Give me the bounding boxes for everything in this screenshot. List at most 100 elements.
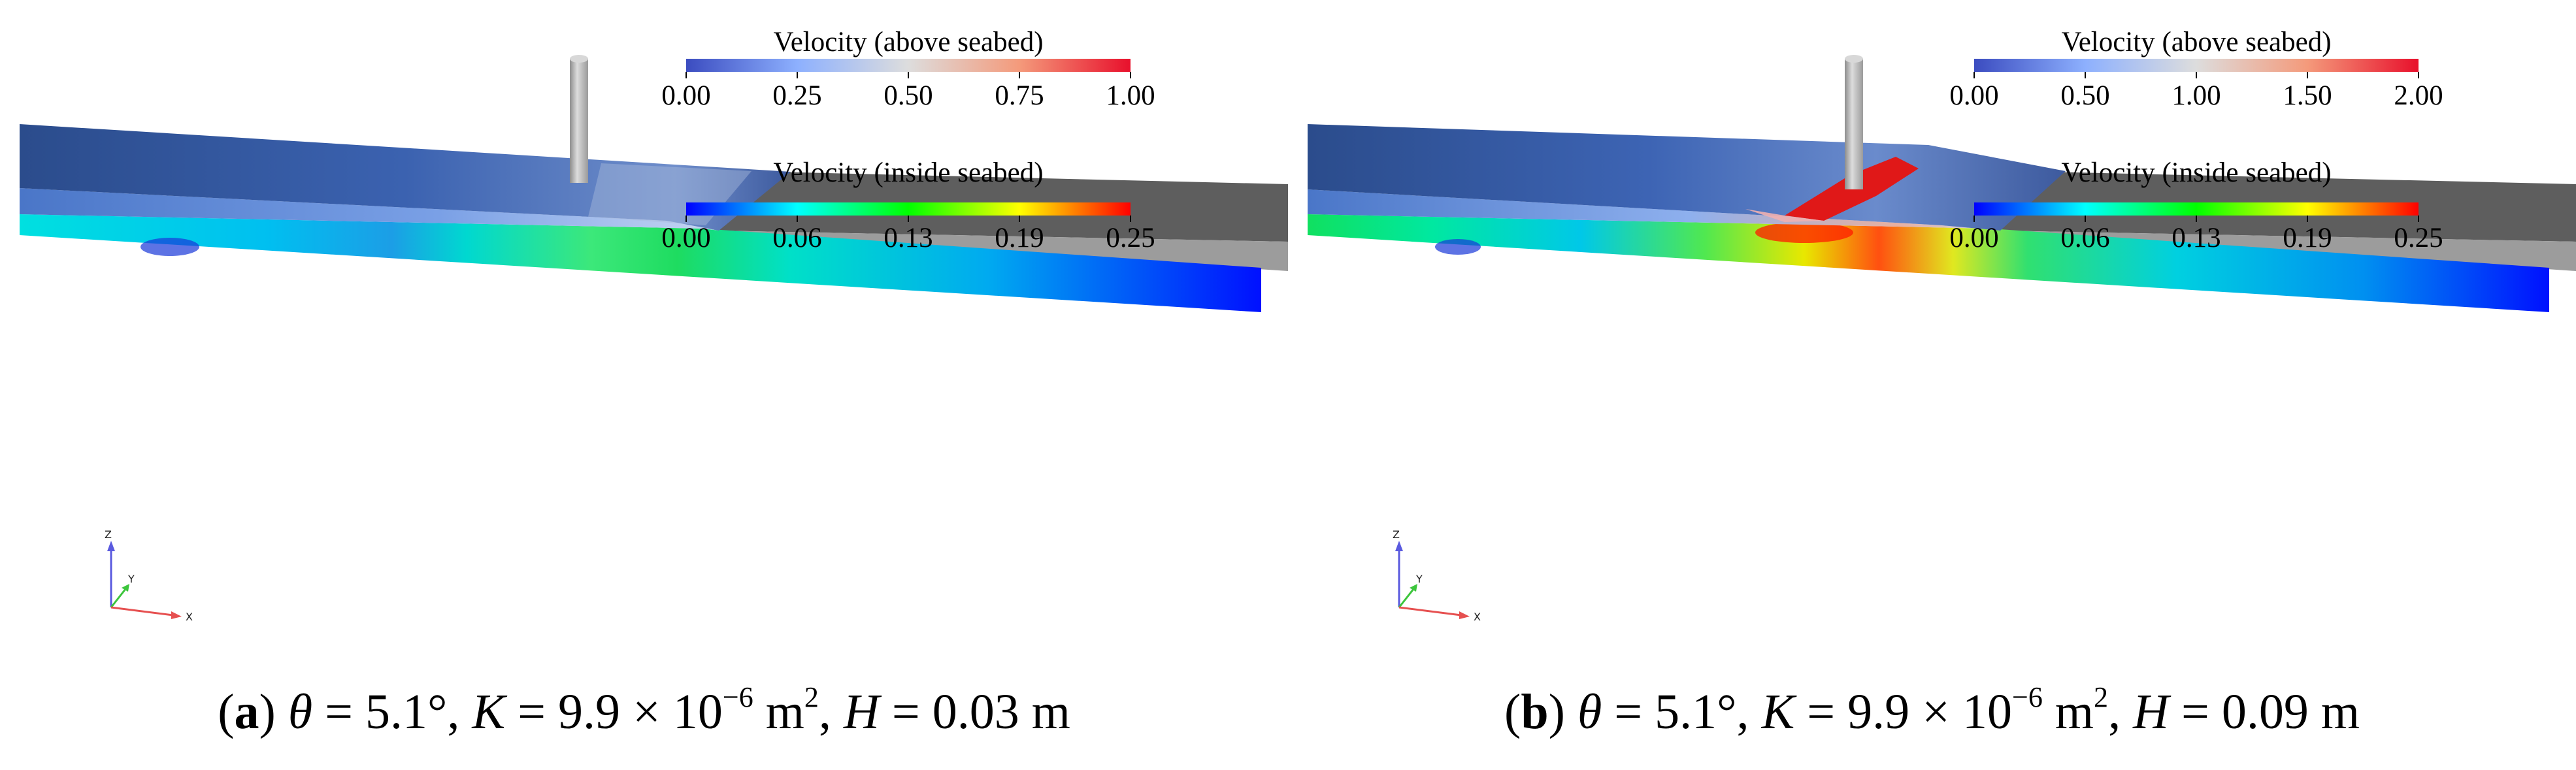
water-top-surface <box>1308 124 2066 231</box>
legend-velocity-above: Velocity (above seabed) 0.00 0.50 1.00 1… <box>1948 26 2445 111</box>
axis-x-label: X <box>1474 611 1481 623</box>
tick-label: 0.06 <box>2060 223 2110 253</box>
legend-title-above: Velocity (above seabed) <box>773 27 1044 57</box>
seabed-high-velocity-zone <box>1755 222 1853 243</box>
axis-x-arrow <box>171 611 182 619</box>
colorbar-tick <box>908 216 909 222</box>
tick-label: 2.00 <box>2394 80 2443 111</box>
tick-label: 1.00 <box>2171 80 2221 111</box>
tick-label: 0.25 <box>2394 223 2443 253</box>
caption-h: H <box>843 684 880 739</box>
caption-k-value: = 9.9 × 10 <box>505 684 723 739</box>
pile-top <box>570 55 588 63</box>
pile <box>1845 59 1863 189</box>
caption-k: K <box>472 684 506 739</box>
caption-sep: , <box>818 684 844 739</box>
colorbar-tick <box>1973 216 1975 222</box>
colorbar-tick <box>797 216 798 222</box>
axis-z-label: Z <box>105 528 112 541</box>
panel-a: Velocity (above seabed) 0.00 0.25 0.50 0… <box>20 26 1288 739</box>
colorbar-tick <box>2085 216 2086 222</box>
tick-label: 1.50 <box>2283 80 2332 111</box>
legend-velocity-inside: Velocity (inside seabed) 0.00 0.06 0.13 … <box>1948 157 2445 253</box>
tick-label: 0.00 <box>661 223 711 253</box>
legend-velocity-inside: Velocity (inside seabed) 0.00 0.06 0.13 … <box>660 157 1157 253</box>
tick-label: 0.19 <box>995 223 1044 253</box>
axis-z-arrow <box>107 541 115 551</box>
wave-crest-shade <box>1745 209 1824 222</box>
simulation-view-a <box>20 55 1288 312</box>
colorbar-above <box>1974 59 2419 72</box>
colorbar-tick <box>685 72 687 78</box>
colorbar-tick <box>1019 72 1020 78</box>
pile <box>570 59 588 183</box>
tick-label: 0.00 <box>1949 223 1999 253</box>
seabed-cross-section <box>1308 214 2549 312</box>
tick-label: 1.00 <box>1106 80 1155 111</box>
caption-theta: θ <box>288 684 313 739</box>
caption-k-exp: −6 <box>2012 681 2043 713</box>
panel-b: Velocity (above seabed) 0.00 0.50 1.00 1… <box>1288 0 2576 770</box>
colorbar-tick <box>1130 216 1131 222</box>
tick-label: 0.13 <box>2171 223 2221 253</box>
caption-a: (a) θ = 5.1°, K = 9.9 × 10−6 m2, H = 0.0… <box>218 681 1070 739</box>
axis-x-arrow <box>1459 611 1470 619</box>
legend-title-above: Velocity (above seabed) <box>2061 27 2332 57</box>
caption-tag: b <box>1521 684 1549 739</box>
orientation-axes: Z Y X <box>105 528 193 623</box>
caption-tag: a <box>234 684 259 739</box>
seabed-low-velocity-spot <box>140 238 199 256</box>
axis-z-label: Z <box>1393 528 1400 541</box>
colorbar-inside <box>686 202 1131 216</box>
caption-k-unit-exp: 2 <box>804 681 819 713</box>
caption-theta-value: = 5.1°, <box>1602 684 1762 739</box>
caption-h: H <box>2133 684 2169 739</box>
caption-k-unit: m <box>753 684 804 739</box>
colorbar-tick <box>908 72 909 78</box>
colorbar-tick <box>2418 72 2419 78</box>
water-top-surface <box>20 124 791 231</box>
axis-y-arrow <box>122 584 129 592</box>
tick-label: 0.13 <box>883 223 933 253</box>
caption-k-value: = 9.9 × 10 <box>1794 684 2012 739</box>
axis-y-arrow <box>1410 584 1417 592</box>
tick-label: 0.00 <box>1949 80 1999 111</box>
colorbar-tick <box>2307 72 2308 78</box>
axis-z-arrow <box>1395 541 1403 551</box>
caption-b: (b) θ = 5.1°, K = 9.9 × 10−6 m2, H = 0.0… <box>1504 681 2360 739</box>
legend-title-inside: Velocity (inside seabed) <box>2061 157 2332 188</box>
colorbar-above <box>686 59 1131 72</box>
caption-k: K <box>1761 684 1795 739</box>
tick-label: 0.06 <box>772 223 822 253</box>
colorbar-inside <box>1974 202 2419 216</box>
caption-theta: θ <box>1577 684 1602 739</box>
orientation-axes: Z Y X <box>1393 528 1481 623</box>
axis-x-label: X <box>186 611 193 623</box>
water-front-face <box>20 188 719 231</box>
axis-y-label: Y <box>1415 573 1423 585</box>
colorbar-tick <box>2418 216 2419 222</box>
caption-k-unit: m <box>2042 684 2094 739</box>
seabed-low-velocity-spot <box>1435 239 1481 255</box>
caption-h-value: = 0.03 m <box>879 684 1070 739</box>
tick-label: 0.19 <box>2283 223 2332 253</box>
tick-label: 0.50 <box>883 80 933 111</box>
caption-k-exp: −6 <box>722 681 753 713</box>
legend-velocity-above: Velocity (above seabed) 0.00 0.25 0.50 0… <box>660 26 1157 111</box>
caption-sep: , <box>2108 684 2134 739</box>
caption-theta-value: = 5.1°, <box>312 684 472 739</box>
caption-k-unit-exp: 2 <box>2094 681 2109 713</box>
colorbar-tick <box>2307 216 2308 222</box>
colorbar-tick <box>1130 72 1131 78</box>
simulation-view-b <box>1308 55 2576 312</box>
colorbar-tick <box>2085 72 2086 78</box>
colorbar-tick <box>1019 216 1020 222</box>
water-front-face <box>1308 189 2000 231</box>
pile-top <box>1845 55 1863 63</box>
colorbar-tick <box>1973 72 1975 78</box>
colorbar-tick <box>797 72 798 78</box>
tick-label: 0.75 <box>995 80 1044 111</box>
tick-label: 0.25 <box>772 80 822 111</box>
tick-label: 0.00 <box>661 80 711 111</box>
axis-y-label: Y <box>127 573 135 585</box>
